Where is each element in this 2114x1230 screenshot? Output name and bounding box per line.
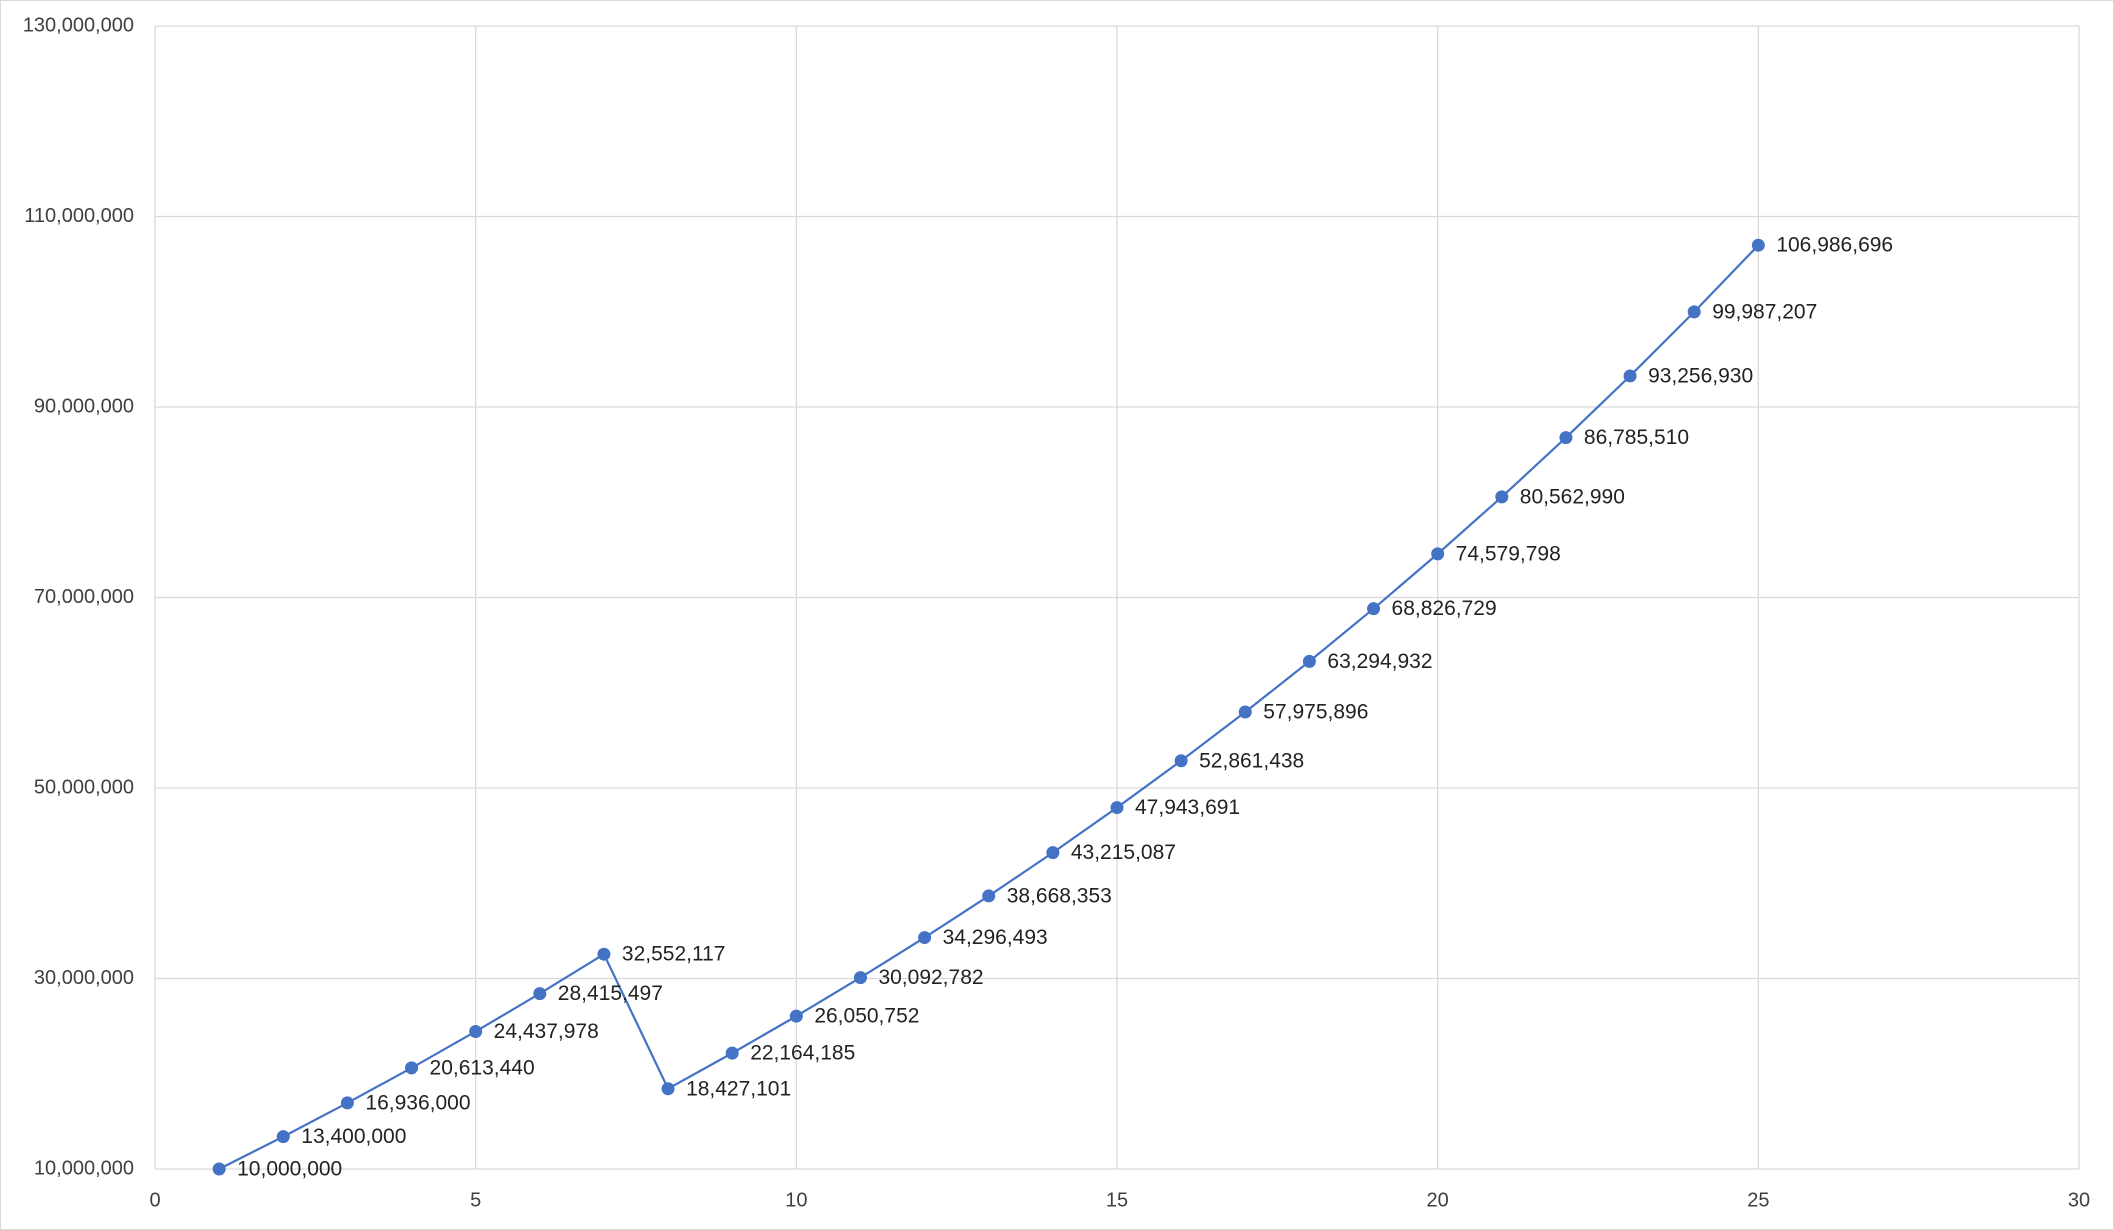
data-label: 52,861,438 xyxy=(1199,749,1304,772)
data-label: 26,050,752 xyxy=(814,1005,919,1028)
data-label: 32,552,117 xyxy=(622,943,726,966)
x-tick-label: 20 xyxy=(1427,1189,1449,1211)
data-point xyxy=(1751,238,1765,252)
y-tick-label: 50,000,000 xyxy=(34,776,134,798)
data-point xyxy=(789,1009,803,1023)
data-label: 106,986,696 xyxy=(1776,234,1893,257)
data-label: 28,415,497 xyxy=(558,982,663,1005)
data-point xyxy=(1367,602,1381,616)
y-tick-label: 130,000,000 xyxy=(23,14,134,36)
x-tick-label: 0 xyxy=(149,1189,160,1211)
data-point xyxy=(1046,846,1060,860)
x-tick-label: 10 xyxy=(785,1189,807,1211)
data-label: 34,296,493 xyxy=(943,926,1048,949)
data-label: 38,668,353 xyxy=(1007,884,1112,907)
x-tick-label: 30 xyxy=(2068,1189,2090,1211)
data-label: 22,164,185 xyxy=(750,1042,855,1065)
data-point xyxy=(661,1082,675,1096)
data-label: 18,427,101 xyxy=(686,1077,791,1100)
data-label: 93,256,930 xyxy=(1648,365,1753,388)
data-label: 30,092,782 xyxy=(878,966,983,989)
y-tick-label: 90,000,000 xyxy=(34,395,134,417)
y-tick-label: 30,000,000 xyxy=(34,967,134,989)
data-label: 16,936,000 xyxy=(365,1091,470,1114)
data-label: 86,785,510 xyxy=(1584,426,1689,449)
data-point xyxy=(1110,801,1124,815)
data-label: 74,579,798 xyxy=(1456,542,1561,565)
data-point xyxy=(1431,547,1445,561)
data-label: 10,000,000 xyxy=(237,1158,342,1181)
y-tick-label: 70,000,000 xyxy=(34,586,134,608)
data-point xyxy=(340,1096,354,1110)
data-label: 80,562,990 xyxy=(1520,485,1625,508)
data-point xyxy=(853,971,867,985)
data-label: 63,294,932 xyxy=(1327,650,1432,673)
data-label: 47,943,691 xyxy=(1135,796,1240,819)
data-label: 13,400,000 xyxy=(301,1125,406,1148)
y-tick-label: 10,000,000 xyxy=(34,1157,134,1179)
data-point xyxy=(725,1046,739,1060)
data-point xyxy=(469,1024,483,1038)
data-point xyxy=(1687,305,1701,319)
data-label: 20,613,440 xyxy=(430,1056,535,1079)
data-point xyxy=(1559,431,1573,445)
data-label: 43,215,087 xyxy=(1071,841,1176,864)
data-point xyxy=(533,987,547,1001)
data-point xyxy=(1238,705,1252,719)
x-tick-label: 25 xyxy=(1747,1189,1769,1211)
data-label: 24,437,978 xyxy=(494,1020,599,1043)
data-point xyxy=(1495,490,1509,504)
data-label: 99,987,207 xyxy=(1712,300,1817,323)
x-tick-label: 5 xyxy=(470,1189,481,1211)
data-point xyxy=(918,931,932,945)
data-point xyxy=(405,1061,419,1075)
data-point xyxy=(1174,754,1188,768)
data-point xyxy=(597,947,611,961)
x-tick-label: 15 xyxy=(1106,1189,1128,1211)
y-tick-label: 110,000,000 xyxy=(24,205,134,227)
data-label: 68,826,729 xyxy=(1392,597,1497,620)
data-point xyxy=(1302,654,1316,668)
data-point xyxy=(212,1162,226,1176)
data-point xyxy=(982,889,996,903)
data-label: 57,975,896 xyxy=(1263,701,1368,724)
data-point xyxy=(1623,369,1637,383)
data-point xyxy=(276,1130,290,1144)
